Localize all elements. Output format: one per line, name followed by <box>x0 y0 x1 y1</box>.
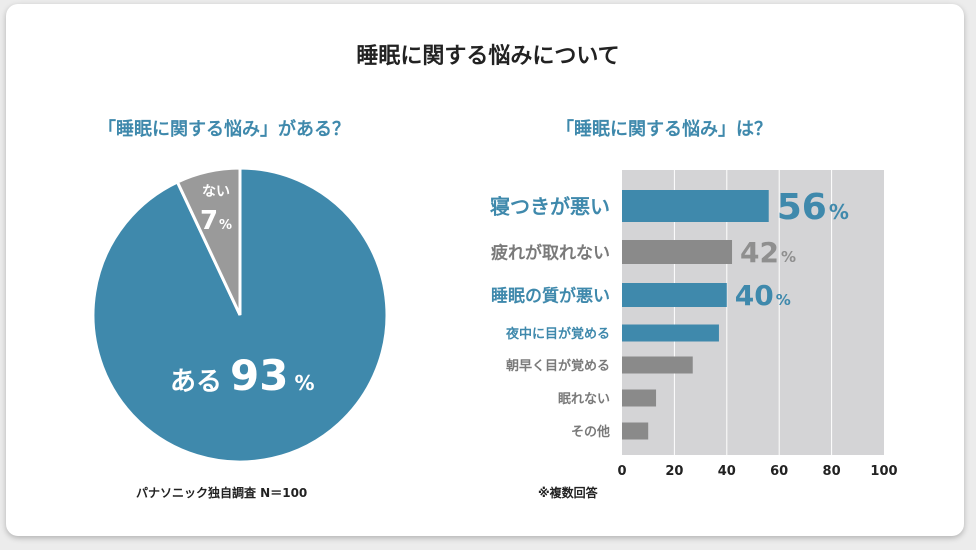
data-label: 56 <box>777 187 827 228</box>
category-label: その他 <box>571 424 610 440</box>
bar-title: 「睡眠に関する悩み」は？ <box>556 119 772 140</box>
category-label: 睡眠の質が悪い <box>491 285 610 306</box>
slice-1-value-group: 7% <box>200 206 232 236</box>
data-label-unit: % <box>781 248 796 266</box>
data-label-group: 56% <box>777 187 849 228</box>
pie-note: パナソニック独自調査 N＝100 <box>136 486 308 500</box>
data-label-group: 40% <box>735 279 791 312</box>
x-tick-label: 40 <box>718 464 736 479</box>
category-label: 寝つきが悪い <box>490 195 610 219</box>
bar <box>622 356 693 374</box>
bar <box>622 190 769 222</box>
bar <box>622 283 727 307</box>
x-tick-label: 100 <box>870 464 897 479</box>
data-label-unit: % <box>829 200 849 224</box>
slice-unit: % <box>294 371 314 395</box>
bar <box>622 389 657 407</box>
x-tick-label: 20 <box>665 464 683 479</box>
slice-value: 7 <box>200 206 218 236</box>
slice-label: ない <box>202 184 230 200</box>
slice-label: ある <box>170 367 222 397</box>
category-label: 朝早く目が覚める <box>506 358 610 374</box>
category-label: 夜中に目が覚める <box>505 326 610 342</box>
slice-0-label-group: ある 93% <box>170 351 315 400</box>
data-label: 40 <box>735 279 774 312</box>
category-label: 疲れが取れない <box>491 242 610 263</box>
data-label-group: 42% <box>740 236 796 269</box>
pie-slice-1 <box>175 166 242 316</box>
pie-title: 「睡眠に関する悩み」がある？ <box>98 119 350 140</box>
bar <box>622 422 649 440</box>
slice-unit: % <box>219 218 232 233</box>
bar-note: ※複数回答 <box>538 486 598 500</box>
page-title: 睡眠に関する悩みについて <box>356 44 620 69</box>
category-label: 眠れない <box>558 392 610 407</box>
x-tick-label: 80 <box>823 464 841 479</box>
data-label: 42 <box>740 236 779 269</box>
data-label-unit: % <box>776 291 791 309</box>
slice-value: 93 <box>230 351 288 400</box>
bar <box>622 324 719 342</box>
x-tick-label: 0 <box>617 464 626 479</box>
x-tick-label: 60 <box>770 464 788 479</box>
bar <box>622 240 733 264</box>
